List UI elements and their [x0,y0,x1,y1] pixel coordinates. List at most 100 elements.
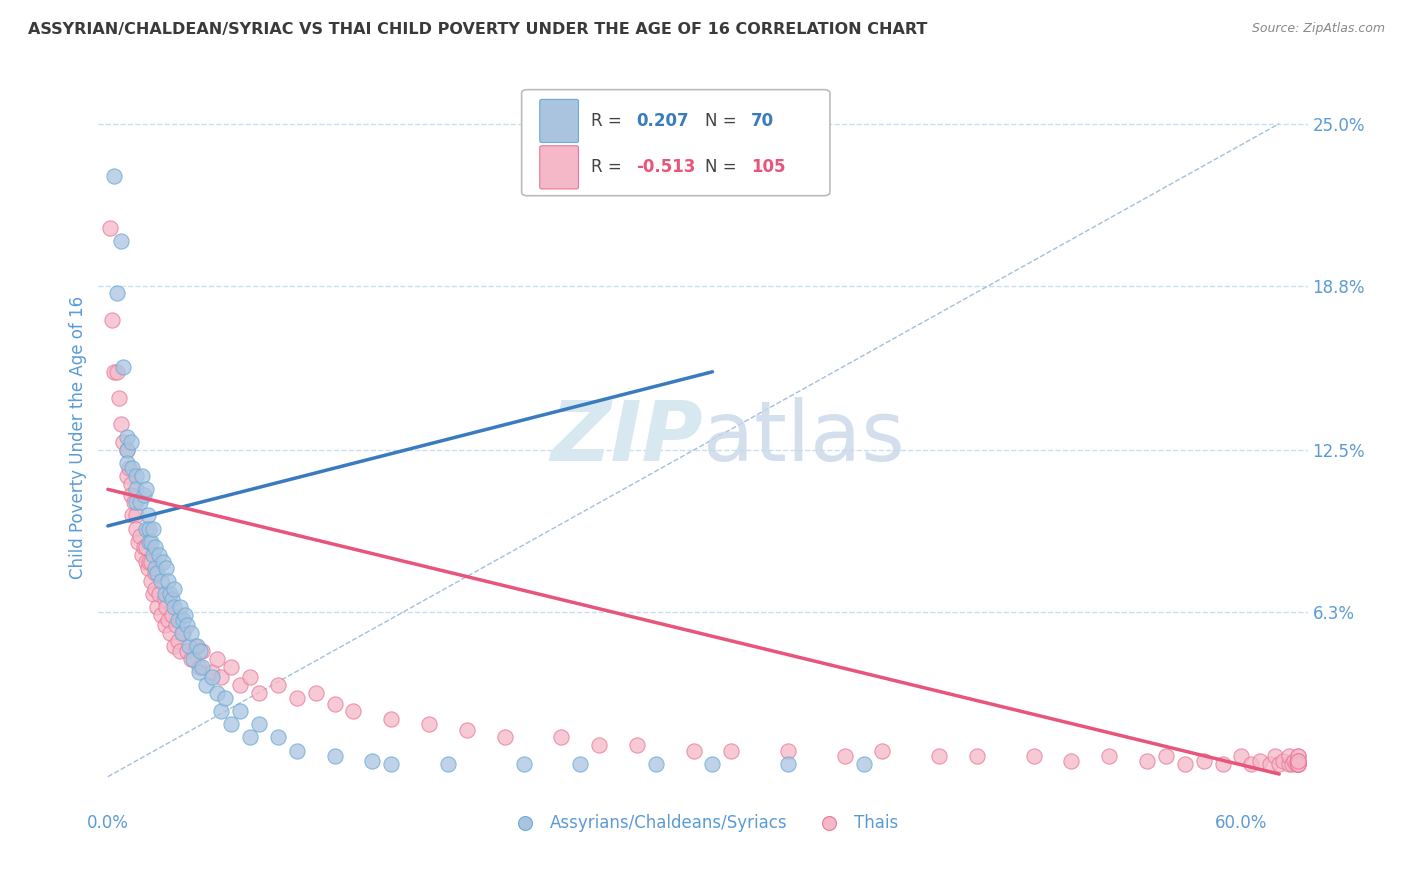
Text: Source: ZipAtlas.com: Source: ZipAtlas.com [1251,22,1385,36]
Point [141,534,163,549]
Point [125,495,148,509]
Point [127,534,149,549]
Point [1286,756,1309,771]
Point [209,670,232,684]
Point [135,483,157,497]
Point [209,705,232,719]
Point [928,748,950,763]
Point [191,660,214,674]
Text: ZIP: ZIP [550,397,703,477]
Point [1278,748,1301,763]
Point [776,743,799,757]
Text: N =: N = [706,159,742,177]
Point [195,678,218,692]
Text: 105: 105 [751,159,786,177]
Point [176,644,198,658]
Point [247,686,270,700]
Point [207,686,229,700]
Point [125,508,148,523]
Point [1240,756,1263,771]
Point [437,756,460,771]
Point [105,286,128,301]
Point [1098,748,1121,763]
Point [180,652,202,666]
Point [569,756,592,771]
Point [163,582,186,596]
Point [1286,756,1309,771]
Point [115,443,138,458]
Y-axis label: Child Poverty Under the Age of 16: Child Poverty Under the Age of 16 [69,295,87,579]
Point [163,599,186,614]
Point [157,574,180,588]
Point [239,731,262,745]
Point [776,756,799,771]
Point [588,739,610,753]
Point [121,461,143,475]
Point [121,508,143,523]
Point [153,618,176,632]
Point [142,587,165,601]
Point [187,660,209,674]
Point [98,221,121,235]
Point [136,508,159,523]
Point [129,529,152,543]
Point [142,548,165,562]
Point [1284,754,1306,768]
Point [1286,748,1309,763]
Point [176,618,198,632]
Point [201,665,224,680]
Point [148,587,170,601]
Point [512,756,534,771]
Point [186,639,208,653]
Point [131,469,153,483]
Point [115,469,138,483]
Point [191,644,214,658]
Point [105,365,128,379]
Point [138,521,160,535]
Point [285,743,308,757]
Point [1174,756,1197,771]
Point [494,731,516,745]
Text: R =: R = [591,159,627,177]
Point [184,639,207,653]
Point [146,566,169,580]
Point [201,670,224,684]
Point [155,560,177,574]
Point [285,691,308,706]
Point [135,540,157,554]
Point [1286,756,1309,771]
Point [146,599,169,614]
Point [135,521,157,535]
Point [172,613,194,627]
Point [1286,748,1309,763]
Point [229,705,252,719]
Point [834,748,856,763]
Point [180,626,202,640]
Point [155,599,177,614]
Point [149,574,172,588]
Point [187,665,209,680]
Point [190,644,212,658]
Point [111,435,134,450]
Point [702,756,724,771]
Point [720,743,742,757]
Point [169,644,191,658]
Point [166,613,188,627]
Text: -0.513: -0.513 [637,159,696,177]
Point [160,607,183,622]
Point [125,521,148,535]
Point [1249,754,1271,768]
Point [682,743,704,757]
Point [143,540,166,554]
Point [1230,748,1253,763]
Point [323,748,346,763]
Point [323,697,346,711]
Text: ASSYRIAN/CHALDEAN/SYRIAC VS THAI CHILD POVERTY UNDER THE AGE OF 16 CORRELATION C: ASSYRIAN/CHALDEAN/SYRIAC VS THAI CHILD P… [28,22,928,37]
Point [124,495,146,509]
Point [1022,748,1045,763]
Point [207,652,229,666]
Point [181,652,204,666]
Point [1272,754,1295,768]
Point [380,712,402,726]
Text: atlas: atlas [703,397,904,477]
